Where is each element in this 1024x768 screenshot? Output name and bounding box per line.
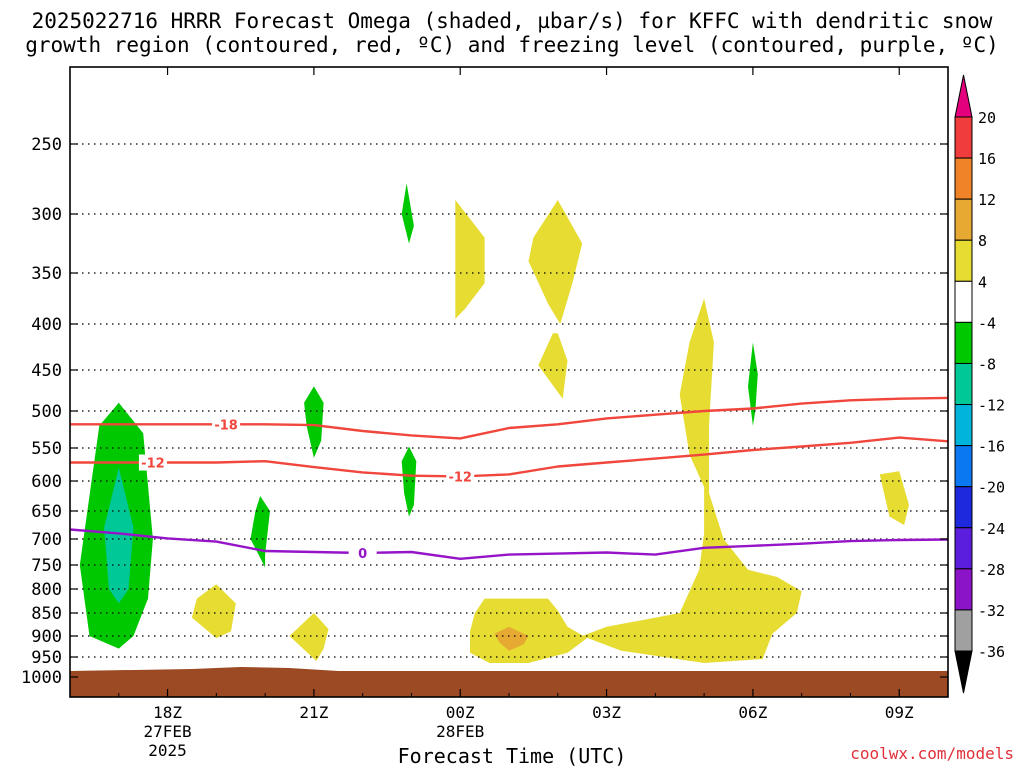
colorbar-label-11: -28 xyxy=(978,561,1005,579)
x-tick-label-03Z: 03Z xyxy=(592,703,621,722)
contour-label-0: 0 xyxy=(358,547,367,562)
y-tick-label-1000: 1000 xyxy=(21,668,62,688)
colorbar-box-11 xyxy=(954,527,973,570)
x-tick-label-06Z: 06Z xyxy=(738,703,767,722)
colorbar-label-6: -8 xyxy=(978,355,996,373)
omega-region-8 xyxy=(455,200,485,319)
y-tick-label-300: 300 xyxy=(31,205,62,225)
colorbar-box-8 xyxy=(954,404,973,447)
colorbar-top-triangle xyxy=(954,74,973,118)
colorbar-label-5: -4 xyxy=(978,314,996,332)
contour-label-bg--18 xyxy=(212,416,241,433)
omega-region-3 xyxy=(304,386,324,458)
omega-region-5 xyxy=(401,183,414,244)
colorbar-box-5 xyxy=(954,280,973,323)
colorbar-box-2 xyxy=(954,157,973,200)
colorbar-box-13 xyxy=(954,609,973,652)
x-tick-label-00Z: 00Z xyxy=(446,703,475,722)
y-tick-label-900: 900 xyxy=(31,627,62,647)
x-tick-label-21Z: 21Z xyxy=(299,703,328,722)
x-tick-label-09Z: 09Z xyxy=(885,703,914,722)
contour-label-bg--12 xyxy=(138,454,167,471)
y-tick-label-600: 600 xyxy=(31,472,62,492)
y-tick-label-450: 450 xyxy=(31,361,62,381)
x-tick-date-00Z: 28FEB xyxy=(436,722,484,741)
colorbar-box-9 xyxy=(954,445,973,488)
colorbar-label-3: 8 xyxy=(978,232,987,250)
contour-label--12: -12 xyxy=(141,457,165,472)
colorbar-box-10 xyxy=(954,486,973,529)
omega-region-4 xyxy=(250,496,270,568)
omega-region-10 xyxy=(538,333,568,399)
colorbar-label-9: -20 xyxy=(978,479,1005,497)
omega-region-16 xyxy=(879,471,909,525)
x-tick-year-18Z: 2025 xyxy=(148,741,187,760)
omega-region-9 xyxy=(528,200,583,324)
terrain-surface xyxy=(70,667,948,697)
contour-line--18 xyxy=(70,396,948,440)
chart-title-line1: 2025022716 HRRR Forecast Omega (shaded, … xyxy=(31,9,993,33)
colorbar-box-4 xyxy=(954,239,973,282)
omega-region-13 xyxy=(494,626,529,651)
colorbar-label-8: -16 xyxy=(978,438,1005,456)
y-tick-label-350: 350 xyxy=(31,264,62,284)
colorbar-box-12 xyxy=(954,568,973,611)
colorbar-label-0: 20 xyxy=(978,109,996,127)
y-tick-label-250: 250 xyxy=(31,135,62,155)
y-tick-label-550: 550 xyxy=(31,439,62,459)
colorbar-box-7 xyxy=(954,362,973,406)
colorbar-label-4: 4 xyxy=(978,273,987,291)
colorbar-label-7: -12 xyxy=(978,397,1005,415)
y-tick-label-750: 750 xyxy=(31,556,62,576)
y-tick-label-950: 950 xyxy=(31,648,62,668)
contour-line--12 xyxy=(70,436,948,478)
omega-region-7 xyxy=(748,342,758,426)
credit-link[interactable]: coolwx.com/models xyxy=(850,744,1014,763)
omega-region-15 xyxy=(289,613,329,661)
colorbar-box-3 xyxy=(954,198,973,241)
omega-region-2 xyxy=(104,467,134,604)
omega-region-12 xyxy=(470,598,587,663)
x-tick-date-18Z: 27FEB xyxy=(143,722,191,741)
omega-region-11 xyxy=(582,298,802,663)
y-tick-label-800: 800 xyxy=(31,580,62,600)
contour-line-0 xyxy=(70,528,948,560)
y-tick-label-400: 400 xyxy=(31,315,62,335)
x-tick-label-18Z: 18Z xyxy=(153,703,182,722)
colorbar-box-1 xyxy=(954,116,973,159)
colorbar-label-13: -36 xyxy=(978,643,1005,661)
colorbar-legend: 20 16 12 8 4 -4 -8 -12 -16 -20 -24 -28 -32 -36 xyxy=(954,74,1005,694)
plot-area: -18 -12 0 -12 xyxy=(69,66,949,698)
y-tick-label-650: 650 xyxy=(31,502,62,522)
contour-label-bg--12-b xyxy=(446,468,475,485)
omega-region-6 xyxy=(401,446,417,517)
x-axis-label: Forecast Time (UTC) xyxy=(397,744,627,768)
y-tick-label-850: 850 xyxy=(31,604,62,624)
y-tick-label-500: 500 xyxy=(31,402,62,422)
contour-label--18: -18 xyxy=(214,418,238,433)
chart-title-line2: growth region (contoured, red, ºC) and f… xyxy=(25,33,999,57)
colorbar-box-6 xyxy=(954,321,973,364)
colorbar-label-10: -24 xyxy=(978,520,1005,538)
colorbar-label-2: 12 xyxy=(978,191,996,209)
colorbar-bottom-triangle xyxy=(954,650,973,694)
plot-content: -18 -12 0 -12 xyxy=(70,143,948,697)
omega-region-14 xyxy=(191,584,236,639)
y-tick-label-700: 700 xyxy=(31,530,62,550)
contour-label--12-b: -12 xyxy=(448,470,472,485)
y-axis: 250 300 350 400 450 500 550 600 650 700 750 800 850 9… xyxy=(21,135,948,688)
colorbar-label-1: 16 xyxy=(978,150,996,168)
contour-label-bg-0 xyxy=(348,545,377,562)
colorbar-label-12: -32 xyxy=(978,602,1005,620)
